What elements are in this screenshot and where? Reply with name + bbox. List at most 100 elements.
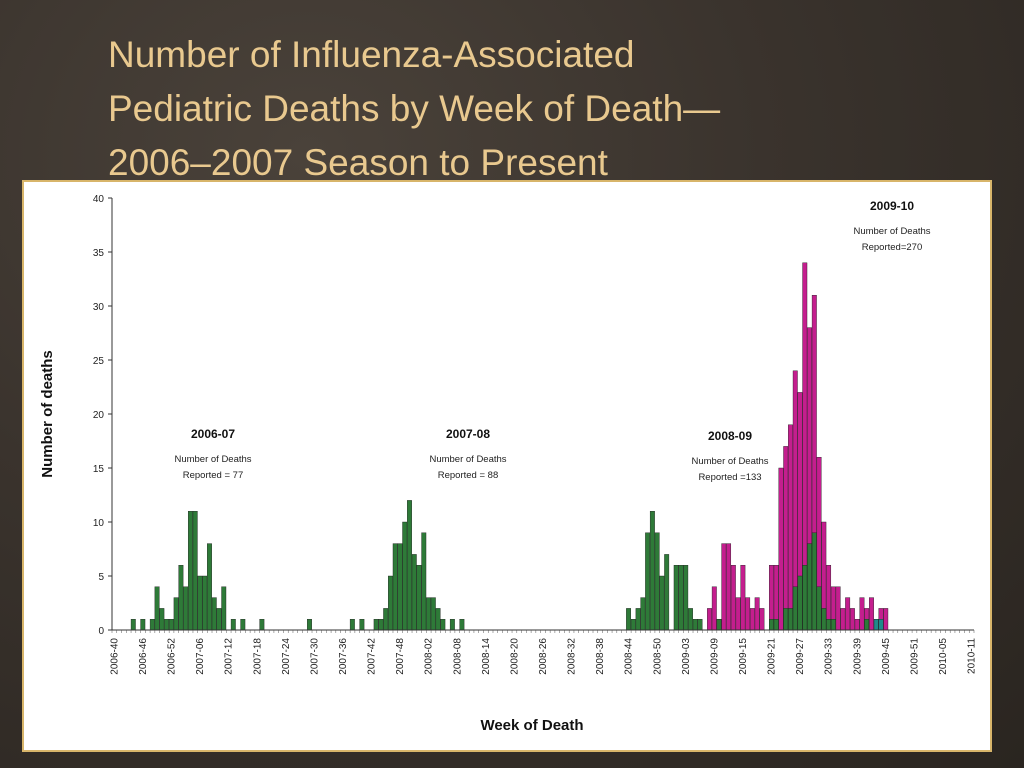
bar <box>807 543 812 631</box>
bar <box>649 511 655 631</box>
x-axis-label: Week of Death <box>480 717 583 734</box>
bar <box>878 619 884 631</box>
bar <box>726 543 732 631</box>
bar <box>845 597 851 631</box>
chart-axes <box>111 198 974 631</box>
annotation-title: 2009-10 <box>870 199 914 213</box>
bar <box>830 619 836 631</box>
x-tick-label: 2009-03 <box>681 638 692 675</box>
bar <box>740 565 746 631</box>
bar <box>207 543 212 631</box>
bar <box>211 597 217 631</box>
x-axis-ticks: 2006-40 2006-46 2006-52 2007-06 2007-12 2007-… <box>109 630 978 675</box>
bar <box>154 586 160 631</box>
bar <box>421 532 427 631</box>
bar <box>407 500 412 631</box>
x-tick-label: 2008-14 <box>481 638 492 675</box>
y-tick-label: 25 <box>93 356 105 367</box>
bar <box>645 532 651 631</box>
bar <box>659 575 665 631</box>
bar <box>821 608 827 631</box>
x-tick-label: 2007-42 <box>367 638 378 675</box>
y-tick-label: 15 <box>93 464 105 475</box>
x-tick-label: 2009-21 <box>767 638 778 675</box>
x-tick-label: 2007-24 <box>281 638 292 675</box>
bar <box>197 575 203 631</box>
x-tick-label: 2008-20 <box>509 638 520 675</box>
bar <box>159 608 165 631</box>
annotation-text: Reported = 77 <box>183 470 243 481</box>
bar <box>349 619 355 631</box>
bar <box>183 586 189 631</box>
bar <box>383 608 389 631</box>
bar <box>716 619 722 631</box>
bar <box>388 575 393 631</box>
bar <box>430 597 436 631</box>
bar <box>754 597 760 631</box>
bar <box>688 608 693 631</box>
bar <box>230 619 236 631</box>
x-tick-label: 2008-38 <box>595 638 606 675</box>
y-axis-ticks: 0 5 10 15 20 25 30 35 40 <box>93 194 112 637</box>
bar <box>654 532 660 631</box>
x-tick-label: 2008-08 <box>452 638 463 675</box>
bar <box>835 586 841 631</box>
bar <box>397 543 403 631</box>
bar <box>673 565 679 631</box>
x-tick-label: 2010-05 <box>938 638 949 675</box>
bar <box>168 619 174 631</box>
bar <box>797 575 803 631</box>
annotation-2007-08: 2007-08 Number of Deaths Reported = 88 <box>429 427 506 481</box>
bar <box>811 532 817 631</box>
x-tick-label: 2009-33 <box>824 638 835 675</box>
bar <box>416 565 422 631</box>
annotation-2009-10: 2009-10 Number of Deaths Reported=270 <box>853 199 930 253</box>
y-tick-label: 35 <box>93 248 105 259</box>
x-tick-label: 2008-32 <box>567 638 578 675</box>
bar <box>240 619 246 631</box>
x-tick-label: 2009-45 <box>881 638 892 675</box>
x-tick-label: 2007-48 <box>395 638 406 675</box>
bar <box>178 565 184 631</box>
x-tick-label: 2006-46 <box>138 638 149 675</box>
bar <box>745 597 751 631</box>
bar <box>359 619 365 631</box>
bar <box>630 619 636 631</box>
bar <box>792 586 798 631</box>
x-tick-label: 2010-11 <box>967 638 978 674</box>
chart-frame: 0 5 10 15 20 25 30 35 40 2006-40 2006-46 2006-52 20… <box>22 180 992 752</box>
y-tick-label: 10 <box>93 518 105 529</box>
x-tick-label: 2007-06 <box>195 638 206 675</box>
y-axis-label: Number of deaths <box>39 350 56 478</box>
bar <box>459 619 465 631</box>
bar <box>411 554 417 631</box>
bar <box>373 619 379 631</box>
annotation-text: Number of Deaths <box>691 456 768 467</box>
y-tick-label: 40 <box>93 194 105 205</box>
bar <box>788 424 793 631</box>
bar <box>149 619 155 631</box>
y-tick-label: 0 <box>98 626 104 637</box>
x-tick-label: 2009-09 <box>709 638 720 675</box>
bar <box>859 597 865 631</box>
slide-title-line-1: Number of Influenza-Associated <box>108 34 635 75</box>
bar <box>192 511 198 631</box>
bar <box>440 619 446 631</box>
bar <box>164 619 170 631</box>
slide-title-line-2: Pediatric Deaths by Week of Death— <box>108 88 721 129</box>
bar <box>749 608 755 631</box>
bar <box>392 543 398 631</box>
bar <box>378 619 384 631</box>
bar <box>769 619 774 631</box>
x-tick-label: 2008-26 <box>538 638 549 675</box>
x-tick-label: 2006-52 <box>167 638 178 675</box>
annotation-title: 2006-07 <box>191 427 235 441</box>
x-tick-label: 2007-30 <box>309 638 320 675</box>
bar <box>783 446 789 631</box>
bar <box>173 597 179 631</box>
x-tick-label: 2008-02 <box>424 638 435 675</box>
bar <box>307 619 312 631</box>
y-tick-label: 20 <box>93 410 105 421</box>
x-tick-label: 2008-50 <box>652 638 663 675</box>
bar <box>426 597 431 631</box>
